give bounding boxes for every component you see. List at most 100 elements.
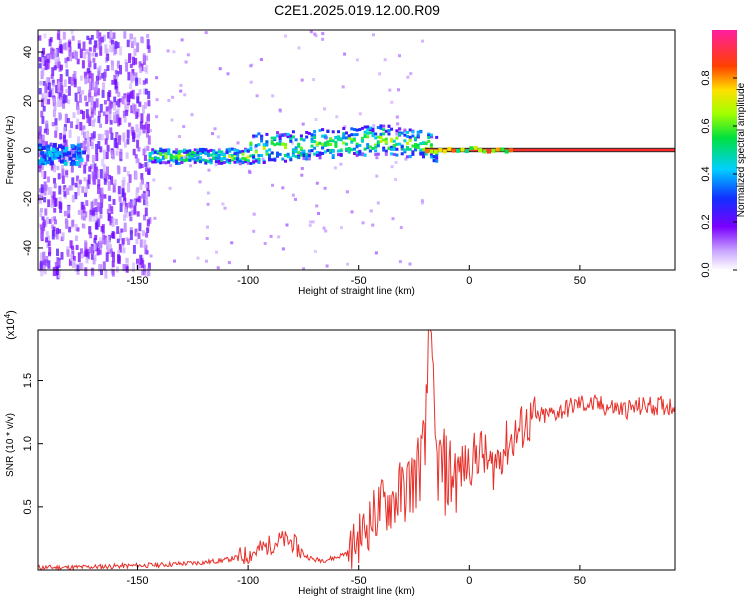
heatmap-cell (51, 122, 55, 127)
heatmap-cell (119, 65, 122, 75)
heatmap-cell (87, 67, 91, 74)
heatmap-cell (83, 71, 87, 79)
heatmap-cell (96, 30, 100, 39)
heatmap-cell (408, 128, 412, 132)
heatmap-cell (48, 39, 52, 47)
heatmap-cell (390, 165, 394, 169)
heatmap-cell (230, 158, 234, 162)
heatmap-cell (180, 154, 184, 158)
heatmap-cell (313, 32, 317, 36)
heatmap-x-tick-label: -100 (237, 275, 259, 287)
heatmap-cell (126, 129, 130, 139)
heatmap-cell (81, 60, 85, 69)
heatmap-cell (110, 60, 114, 66)
heatmap-cell (429, 133, 433, 137)
heatmap-cell (233, 157, 237, 161)
heatmap-cell (51, 147, 56, 152)
heatmap-cell (254, 134, 258, 138)
heatmap-cell (40, 184, 44, 193)
heatmap-cell (57, 173, 61, 180)
heatmap-cell (378, 72, 382, 76)
heatmap-cell (42, 154, 47, 159)
heatmap-cell (107, 32, 111, 39)
heatmap-cell (52, 142, 57, 147)
heatmap-cell (205, 259, 208, 263)
heatmap-cell (177, 155, 181, 159)
heatmap-cell (323, 186, 327, 190)
heatmap-cell (53, 216, 56, 221)
heatmap-cell (395, 132, 399, 136)
heatmap-cell (207, 157, 211, 161)
heatmap-cell (347, 136, 351, 140)
heatmap-cell (406, 131, 409, 134)
heatmap-cell (387, 132, 391, 136)
heatmap-cell (339, 153, 343, 156)
heatmap-cell (46, 54, 50, 59)
heatmap-cell (79, 122, 83, 131)
heatmap-cell (313, 152, 317, 156)
heatmap-cell (94, 207, 98, 216)
heatmap-cell (66, 249, 70, 257)
heatmap-cell (355, 142, 359, 146)
heatmap-cell (257, 143, 261, 147)
heatmap-cell (38, 149, 42, 155)
heatmap-cell (121, 188, 125, 198)
heatmap-cell (130, 73, 134, 83)
heatmap-cell (63, 148, 68, 153)
heatmap-cell (289, 134, 293, 138)
heatmap-cell (185, 157, 189, 161)
heatmap-cell (329, 139, 333, 142)
heatmap-cell (68, 258, 72, 266)
heatmap-cell (372, 33, 375, 37)
heatmap-cell (38, 131, 42, 140)
heatmap-cell (57, 61, 61, 69)
heatmap-cell (355, 58, 359, 62)
heatmap-cell (152, 178, 156, 182)
heatmap-cell (45, 153, 50, 157)
heatmap-cell (56, 256, 60, 266)
snr-x-ticks: -150 -100 -50 0 50 (127, 565, 586, 587)
heatmap-cell (130, 209, 134, 216)
heatmap-y-axis-label: Frequency (Hz) (5, 116, 16, 185)
heatmap-cell (384, 129, 388, 133)
heatmap-cell (42, 134, 46, 140)
spectrum-heatmap-panel: -150 -100 -50 0 50 -40 -20 0 20 40 Height of str… (5, 29, 676, 297)
heatmap-cell (109, 127, 113, 134)
heatmap-cell (123, 192, 127, 202)
heatmap-cell (78, 262, 82, 271)
heatmap-cell (177, 161, 181, 165)
heatmap-cell (323, 141, 327, 145)
heatmap-cell (82, 131, 86, 139)
heatmap-cell (337, 137, 340, 141)
heatmap-cell (138, 61, 142, 69)
heatmap-cell (249, 162, 253, 165)
heatmap-cell (120, 228, 124, 233)
heatmap-cell (49, 142, 53, 147)
heatmap-cell (429, 152, 433, 156)
heatmap-cell (284, 143, 287, 146)
heatmap-cell (153, 160, 157, 164)
heatmap-cell (123, 116, 127, 123)
heatmap-cell (105, 177, 109, 183)
heatmap-cell (331, 130, 335, 134)
heatmap-cell (50, 164, 54, 171)
heatmap-cell (67, 206, 71, 214)
heatmap-cell (136, 196, 140, 202)
heatmap-cell (291, 148, 295, 152)
heatmap-cell (223, 206, 227, 210)
heatmap-cell (100, 187, 104, 195)
heatmap-cell (175, 148, 179, 152)
heatmap-cell (63, 127, 67, 135)
heatmap-cell (112, 183, 116, 193)
heatmap-cell (140, 178, 144, 185)
heatmap-cell (213, 127, 217, 131)
heatmap-cell (40, 224, 43, 230)
snr-x-tick-label: -150 (127, 575, 149, 587)
heatmap-cell (132, 56, 135, 66)
heatmap-cell (340, 226, 343, 230)
heatmap-cell (353, 138, 356, 142)
heatmap-cell (390, 137, 394, 141)
heatmap-cell (95, 75, 99, 85)
heatmap-cell (363, 130, 367, 134)
